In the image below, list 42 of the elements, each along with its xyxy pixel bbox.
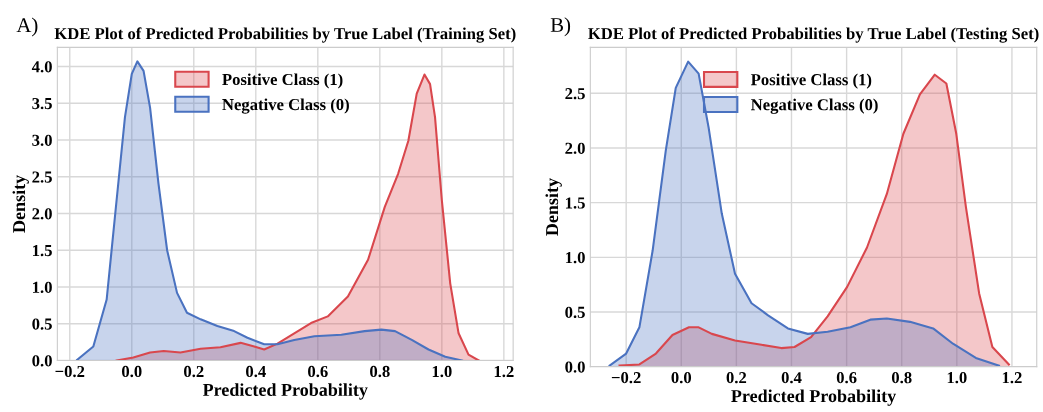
y-tick-label: 1.5 xyxy=(33,245,52,257)
x-tick-label: 0.4 xyxy=(246,365,266,378)
chart-title: KDE Plot of Predicted Probabilities by True Label (Testing Set) xyxy=(588,27,1039,43)
x-tick-label: 0.4 xyxy=(781,372,802,384)
x-tick-label: −0.2 xyxy=(55,365,85,378)
y-tick-label: 2.5 xyxy=(565,88,585,100)
chart-title: KDE Plot of Predicted Probabilities by True Label (Training Set) xyxy=(54,27,516,43)
x-tick-label: 1.0 xyxy=(432,365,452,378)
x-tick-label: 1.2 xyxy=(1002,372,1022,384)
y-tick-label: 1.5 xyxy=(565,197,585,209)
y-tick-label: 3.5 xyxy=(32,97,52,110)
x-tick-label: 0.0 xyxy=(122,365,142,378)
x-tick-label: 0.6 xyxy=(836,372,857,384)
y-axis-title: Density xyxy=(545,178,562,236)
legend-label: Positive Class (1) xyxy=(222,73,343,89)
y-tick-label: 2.5 xyxy=(32,171,52,183)
x-tick-label: 0.8 xyxy=(891,372,912,384)
x-tick-label: 1.2 xyxy=(494,365,514,378)
y-tick-label: 4.0 xyxy=(31,61,52,73)
x-axis-title: Predicted Probability xyxy=(202,383,368,400)
y-tick-label: 0.5 xyxy=(565,306,585,319)
x-tick-label: 0.2 xyxy=(726,372,747,384)
legend-label: Positive Class (1) xyxy=(750,73,872,89)
y-tick-label: 1.0 xyxy=(33,281,52,294)
y-tick-label: 2.0 xyxy=(565,142,585,154)
x-tick-label: 0.6 xyxy=(308,365,328,378)
y-tick-label: 3.0 xyxy=(32,134,52,147)
legend-label: Negative Class (0) xyxy=(222,98,349,114)
y-tick-label: 2.0 xyxy=(32,208,52,220)
x-tick-label: 0.8 xyxy=(370,365,390,378)
legend-label: Negative Class (0) xyxy=(750,98,878,114)
y-tick-label: 0.0 xyxy=(32,355,52,367)
x-tick-label: 0.0 xyxy=(671,372,692,384)
y-axis-title: Density xyxy=(12,175,29,233)
x-tick-label: −0.2 xyxy=(611,372,641,384)
x-tick-label: 1.0 xyxy=(947,372,967,384)
text: A) xyxy=(16,17,38,37)
text: B) xyxy=(550,17,571,37)
y-tick-label: 0.5 xyxy=(32,318,52,330)
x-axis-title: Predicted Probability xyxy=(731,389,897,406)
y-tick-label: 1.0 xyxy=(565,252,585,264)
x-tick-label: 0.2 xyxy=(184,365,204,378)
